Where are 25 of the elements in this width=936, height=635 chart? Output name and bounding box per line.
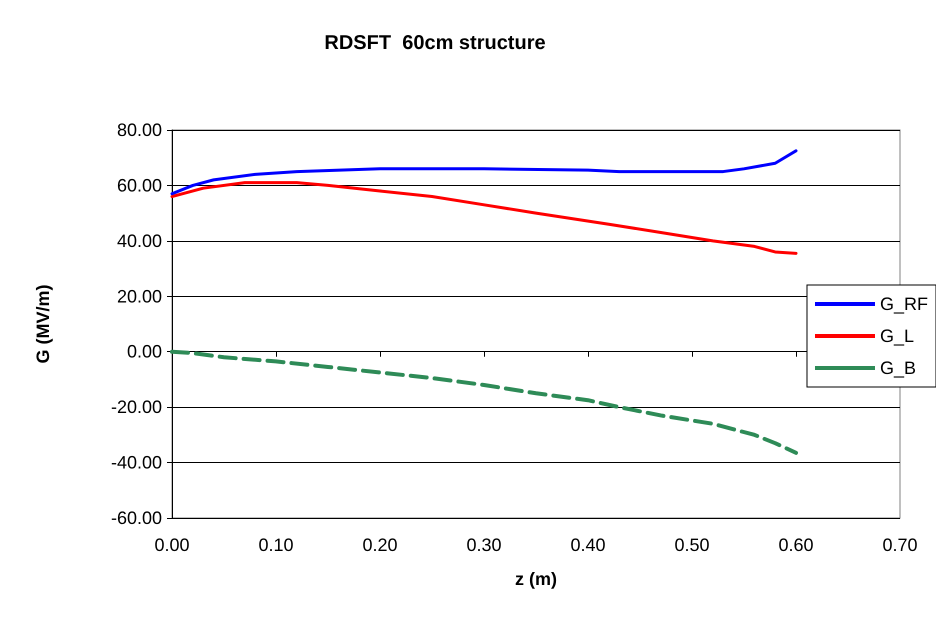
x-tick-label: 0.70	[882, 535, 918, 555]
line-series	[170, 350, 798, 455]
line-series	[170, 181, 798, 255]
y-tick-label: 80.00	[116, 120, 162, 140]
y-tick-label: 20.00	[116, 286, 162, 306]
y-tick-label: 40.00	[116, 230, 162, 251]
legend-label: G_L	[880, 326, 914, 346]
y-tick-label: 0.00	[126, 342, 162, 362]
x-tick-label: 0.40	[570, 535, 606, 555]
legend-label: G_RF	[880, 294, 928, 314]
y-tick-label: -40.00	[110, 452, 162, 473]
x-tick-label: 0.50	[674, 535, 710, 555]
x-axis-title: z (m)	[515, 569, 557, 589]
x-tick-label: 0.00	[154, 535, 190, 555]
chart-title: RDSFT 60cm structure	[324, 32, 546, 54]
x-tick-label: 0.30	[466, 535, 502, 555]
legend-label: G_B	[880, 358, 916, 378]
y-tick-label: -20.00	[110, 397, 162, 418]
y-tick-label: -60.00	[110, 508, 162, 528]
x-tick-label: 0.60	[778, 535, 814, 555]
y-axis-title: G (MV/m)	[33, 284, 53, 364]
x-tick-label: 0.20	[362, 535, 398, 555]
line-series	[170, 149, 798, 196]
y-tick-label: 60.00	[116, 175, 162, 196]
x-tick-label: 0.10	[258, 535, 294, 555]
